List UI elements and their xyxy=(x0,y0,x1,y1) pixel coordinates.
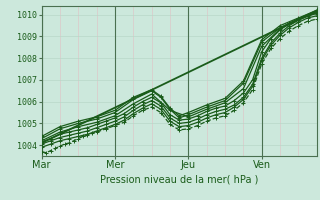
X-axis label: Pression niveau de la mer( hPa ): Pression niveau de la mer( hPa ) xyxy=(100,174,258,184)
